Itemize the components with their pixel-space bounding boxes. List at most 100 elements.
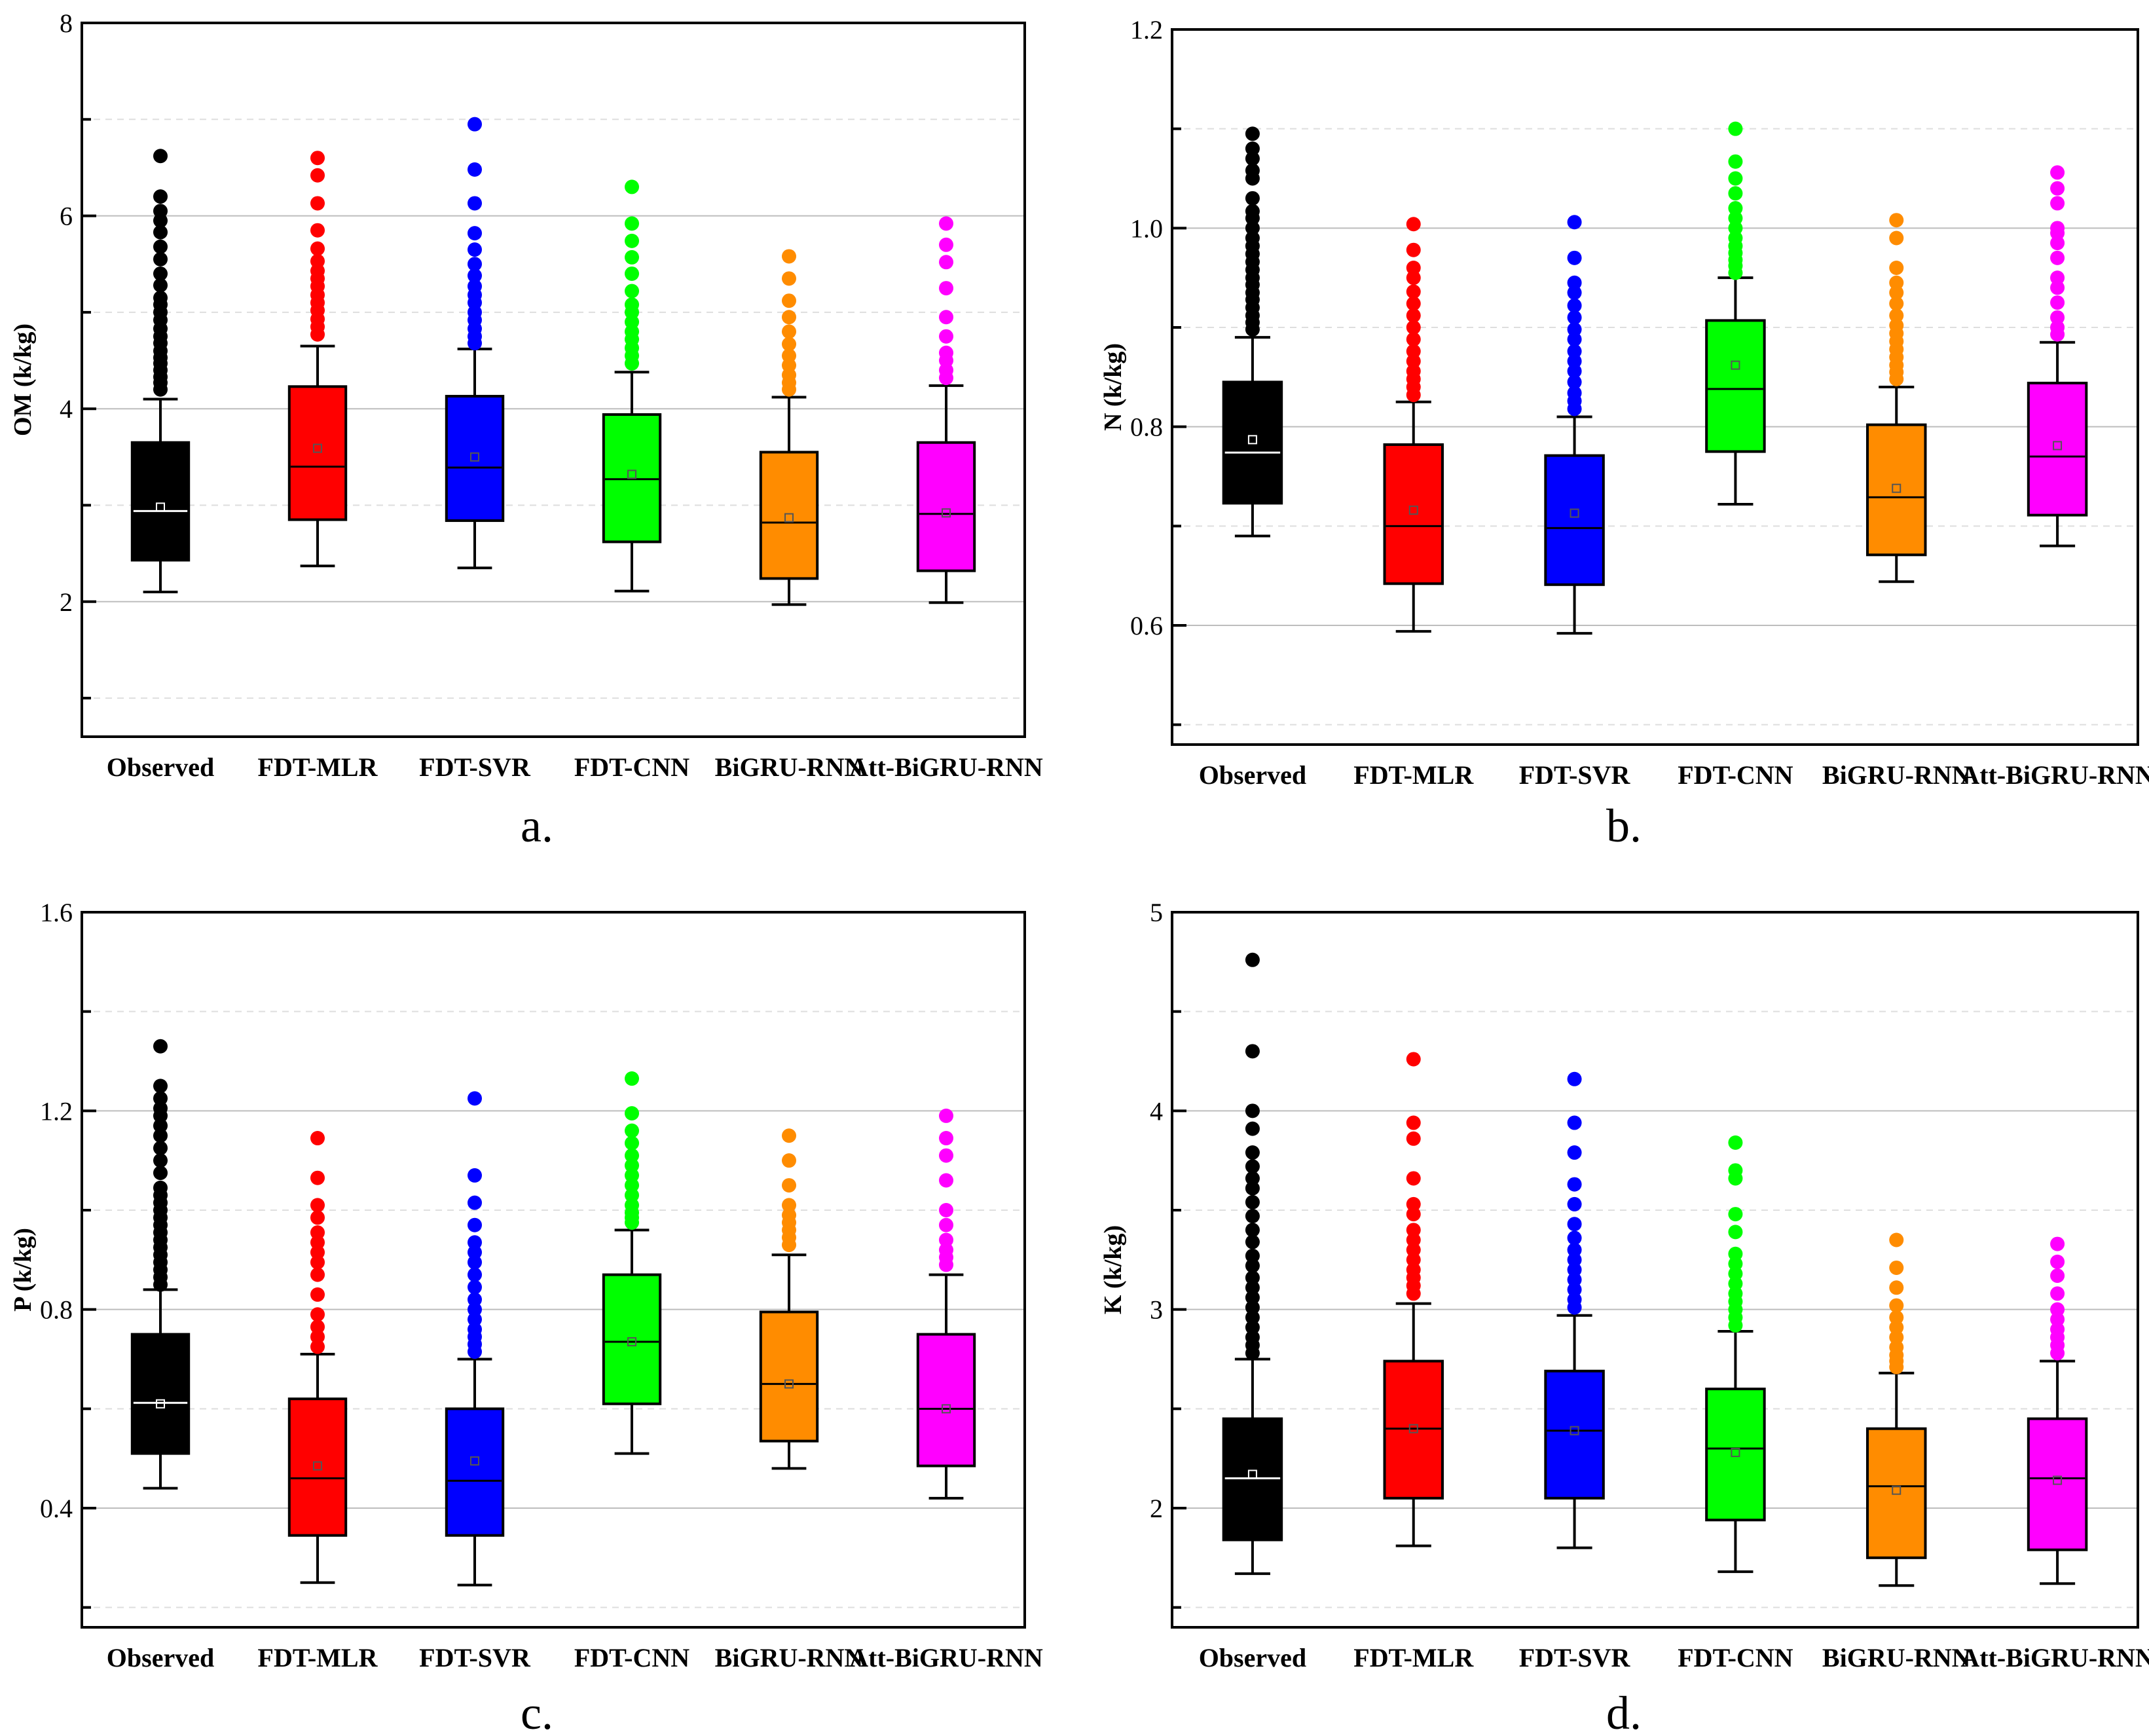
outlier-point	[1889, 275, 1904, 290]
iqr-box	[1222, 1417, 1283, 1542]
outlier-point	[310, 1320, 325, 1335]
panel-letter: b.	[1606, 800, 1642, 852]
outlier-point	[782, 249, 796, 264]
outlier-point	[1728, 154, 1743, 169]
mean-marker	[627, 470, 636, 479]
outlier-point	[153, 189, 168, 204]
x-category-label: FDT-CNN	[1678, 760, 1793, 790]
outlier-point	[1245, 1209, 1260, 1224]
outlier-point	[1889, 1340, 1904, 1355]
outlier-point	[1245, 221, 1260, 236]
mean-marker	[1247, 435, 1257, 445]
x-category-label: FDT-MLR	[258, 752, 378, 782]
outlier-point	[1406, 1171, 1421, 1186]
outlier-point	[2050, 270, 2065, 286]
mean-marker	[1247, 1469, 1257, 1479]
outlier-point	[2050, 236, 2065, 251]
outlier-point	[468, 279, 482, 294]
y-tick-label: 0.8	[40, 1295, 73, 1325]
outlier-point	[2050, 221, 2065, 236]
outlier-point	[1245, 141, 1260, 156]
outlier-point	[1245, 1300, 1260, 1315]
x-category-label: Att-BiGRU-RNN	[1960, 760, 2149, 790]
iqr-box	[445, 395, 505, 523]
outlier-point	[1406, 296, 1421, 311]
iqr-box	[1222, 380, 1283, 505]
outlier-point	[153, 204, 168, 219]
panel-c: 0.4 0.8 1.2 1.6 P (k/kg) Observed FDT-MLR FDT-S…	[9, 898, 1043, 1736]
outlier-point	[1406, 1232, 1421, 1247]
panel-letter: d.	[1606, 1687, 1642, 1736]
mean-marker	[470, 452, 479, 462]
outlier-point	[782, 1198, 796, 1213]
outlier-point	[1245, 1320, 1260, 1335]
y-tick-label: 4	[60, 394, 73, 424]
box-group-fdt-mlr	[1383, 217, 1444, 633]
outlier-point	[1567, 1230, 1582, 1246]
outlier-point	[310, 1170, 325, 1185]
mean-marker	[2053, 441, 2063, 451]
outlier-point	[468, 1091, 482, 1106]
outlier-point	[782, 1153, 796, 1168]
iqr-box	[759, 1310, 819, 1443]
outlier-point	[2050, 310, 2065, 325]
outlier-point	[468, 196, 482, 211]
panel-d: 2 3 4 5 K (k/kg) Observed FDT-MLR FDT-SVR FDT-CN…	[1099, 898, 2149, 1736]
x-category-label: BiGRU-RNN	[1822, 1643, 1971, 1672]
iqr-box	[130, 441, 191, 562]
outlier-point	[2050, 250, 2065, 265]
outlier-point	[1889, 308, 1904, 323]
outlier-point	[782, 348, 796, 363]
plot-frame	[1171, 911, 2139, 1629]
y-tick-label: 1.2	[40, 1096, 73, 1126]
outlier-point	[1406, 1131, 1421, 1146]
outlier-point	[153, 290, 168, 305]
mean-marker	[156, 502, 165, 512]
x-category-label: FDT-MLR	[258, 1643, 378, 1672]
outlier-point	[1406, 217, 1421, 232]
outlier-point	[310, 151, 325, 166]
outlier-point	[153, 1039, 168, 1054]
outlier-point	[1889, 231, 1904, 246]
outlier-point	[310, 241, 325, 256]
outlier-point	[1245, 1330, 1260, 1345]
mean-marker	[1892, 1485, 1901, 1495]
outlier-point	[153, 1101, 168, 1116]
outlier-point	[310, 1267, 325, 1282]
outlier-point	[468, 226, 482, 241]
mean-marker	[2053, 1475, 2063, 1485]
outlier-point	[153, 266, 168, 281]
outlier-point	[1728, 231, 1743, 246]
x-category-label: Observed	[1199, 760, 1306, 790]
outlier-point	[782, 293, 796, 308]
x-category-label: FDT-SVR	[419, 752, 531, 782]
outlier-point	[310, 1225, 325, 1240]
outlier-point	[1889, 1298, 1904, 1313]
outlier-point	[625, 179, 639, 194]
outlier-point	[153, 239, 168, 254]
y-tick-label: 2	[1150, 1494, 1163, 1523]
outlier-point	[625, 1178, 639, 1193]
outlier-point	[625, 1106, 639, 1121]
box-group-att-bigru-rnn	[916, 1108, 976, 1500]
outlier-point	[2050, 320, 2065, 335]
outlier-point	[2050, 1312, 2065, 1327]
mean-marker	[1570, 508, 1579, 518]
outlier-point	[1245, 151, 1260, 166]
mean-marker	[627, 1337, 636, 1346]
outlier-point	[625, 266, 639, 281]
box-group-observed	[130, 1039, 191, 1490]
outlier-point	[625, 284, 639, 299]
outlier-point	[310, 196, 325, 211]
mean-marker	[1408, 506, 1418, 515]
outlier-point	[1406, 1207, 1421, 1222]
outlier-point	[1406, 1196, 1421, 1211]
y-tick-label: 3	[1150, 1295, 1163, 1325]
iqr-box	[759, 451, 819, 580]
outlier-point	[625, 1198, 639, 1213]
outlier-point	[1406, 1263, 1421, 1277]
outlier-point	[625, 1158, 639, 1173]
plot-frame	[1171, 28, 2139, 746]
outlier-point	[782, 324, 796, 339]
